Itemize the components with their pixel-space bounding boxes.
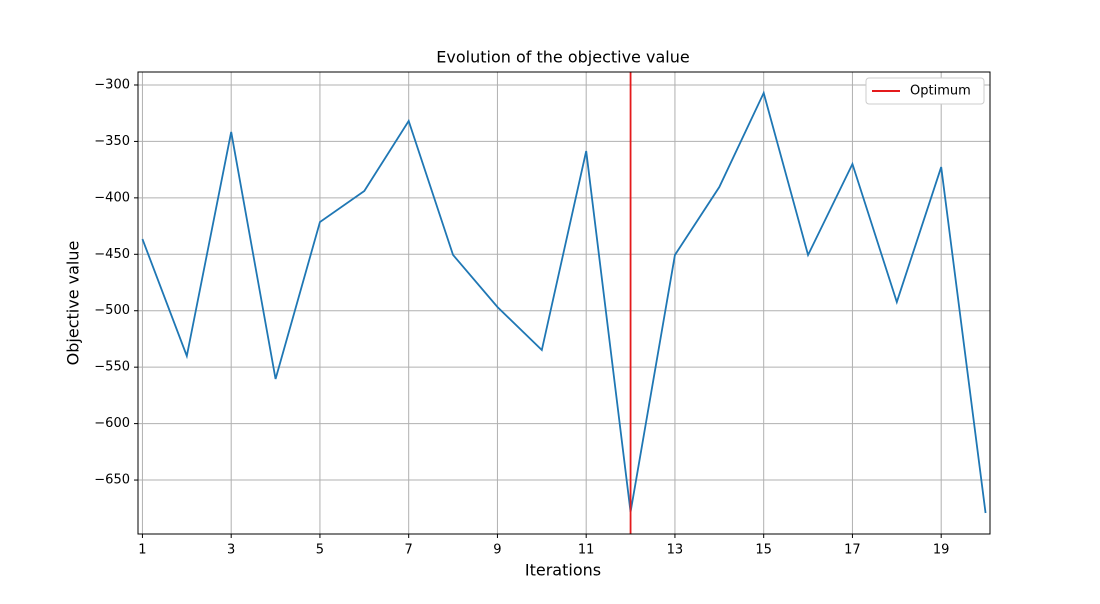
data-line	[141, 90, 987, 514]
x-tick-label: 13	[667, 543, 684, 558]
x-axis-label: Iterations	[525, 561, 601, 580]
y-tick-label: −650	[94, 473, 130, 488]
y-tick-label: −550	[94, 360, 130, 375]
frame	[137, 71, 991, 535]
y-tick-label: −500	[94, 303, 130, 318]
x-tick-label: 1	[138, 543, 146, 558]
chart-title: Evolution of the objective value	[436, 48, 689, 67]
y-tick-label: −600	[94, 416, 130, 431]
x-tick-label: 5	[316, 543, 324, 558]
x-tick-label: 15	[755, 543, 772, 558]
y-tick-label: −350	[94, 134, 130, 149]
x-tick-label: 17	[844, 543, 861, 558]
legend-label: Optimum	[910, 84, 971, 99]
x-tick-label: 7	[405, 543, 413, 558]
legend-box	[865, 77, 985, 105]
y-tick-label: −400	[94, 190, 130, 205]
x-tick-label: 19	[933, 543, 950, 558]
x-tick-label: 3	[227, 543, 235, 558]
y-axis-label: Objective value	[64, 241, 83, 366]
y-tick-label: −300	[94, 77, 130, 92]
x-tick-label: 11	[578, 543, 595, 558]
y-tick-label: −450	[94, 247, 130, 262]
x-tick-label: 9	[493, 543, 501, 558]
